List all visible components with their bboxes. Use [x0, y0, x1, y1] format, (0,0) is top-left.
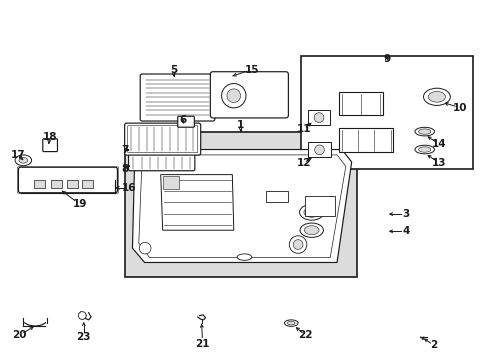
FancyBboxPatch shape: [19, 167, 117, 193]
Text: 3: 3: [402, 209, 409, 219]
Text: 11: 11: [296, 124, 310, 134]
Circle shape: [313, 113, 323, 122]
Ellipse shape: [237, 254, 251, 260]
Ellipse shape: [418, 129, 430, 134]
Text: 7: 7: [121, 145, 128, 155]
FancyBboxPatch shape: [210, 72, 288, 118]
Text: 21: 21: [195, 338, 209, 348]
Bar: [67, 180, 78, 188]
Ellipse shape: [287, 321, 295, 325]
Bar: [307, 110, 329, 125]
FancyBboxPatch shape: [124, 123, 200, 155]
Text: 4: 4: [402, 226, 409, 236]
Ellipse shape: [19, 157, 28, 163]
Bar: [300, 56, 472, 169]
Circle shape: [78, 312, 86, 319]
Circle shape: [139, 242, 151, 254]
Ellipse shape: [284, 320, 298, 326]
FancyBboxPatch shape: [43, 139, 58, 152]
Ellipse shape: [414, 145, 433, 154]
Text: 1: 1: [237, 121, 244, 130]
Text: 14: 14: [431, 139, 446, 149]
Ellipse shape: [304, 207, 319, 217]
Text: 23: 23: [76, 332, 91, 342]
Circle shape: [226, 89, 240, 103]
Text: 18: 18: [42, 132, 57, 142]
Circle shape: [314, 145, 324, 155]
Ellipse shape: [304, 226, 318, 235]
Circle shape: [293, 240, 303, 249]
Bar: [307, 142, 330, 157]
Text: 16: 16: [121, 183, 136, 193]
Polygon shape: [163, 176, 179, 189]
Bar: [81, 180, 92, 188]
Ellipse shape: [423, 88, 449, 105]
Bar: [125, 132, 356, 277]
Text: 9: 9: [383, 54, 389, 64]
Text: 17: 17: [11, 150, 25, 160]
Circle shape: [289, 236, 306, 253]
Polygon shape: [161, 175, 233, 230]
Text: 13: 13: [431, 158, 446, 168]
Circle shape: [221, 84, 245, 108]
Bar: [339, 128, 392, 152]
Text: 5: 5: [170, 64, 177, 75]
Ellipse shape: [414, 127, 433, 136]
Bar: [34, 180, 45, 188]
Bar: [305, 196, 334, 216]
FancyBboxPatch shape: [128, 154, 194, 171]
Ellipse shape: [418, 147, 430, 152]
Polygon shape: [132, 149, 351, 262]
Text: 15: 15: [244, 64, 259, 75]
Ellipse shape: [427, 91, 445, 102]
Text: 8: 8: [122, 163, 128, 174]
Ellipse shape: [300, 223, 323, 237]
Bar: [339, 92, 383, 116]
Text: 20: 20: [12, 330, 27, 340]
Text: 2: 2: [429, 340, 436, 350]
Ellipse shape: [299, 204, 323, 220]
Polygon shape: [266, 191, 288, 202]
Text: 22: 22: [297, 330, 311, 340]
FancyBboxPatch shape: [177, 116, 194, 127]
Text: 19: 19: [73, 199, 87, 210]
Text: 12: 12: [296, 158, 310, 168]
Text: 10: 10: [451, 103, 466, 113]
FancyBboxPatch shape: [140, 74, 214, 121]
Ellipse shape: [15, 155, 32, 166]
Text: 6: 6: [179, 115, 186, 125]
Bar: [51, 180, 61, 188]
